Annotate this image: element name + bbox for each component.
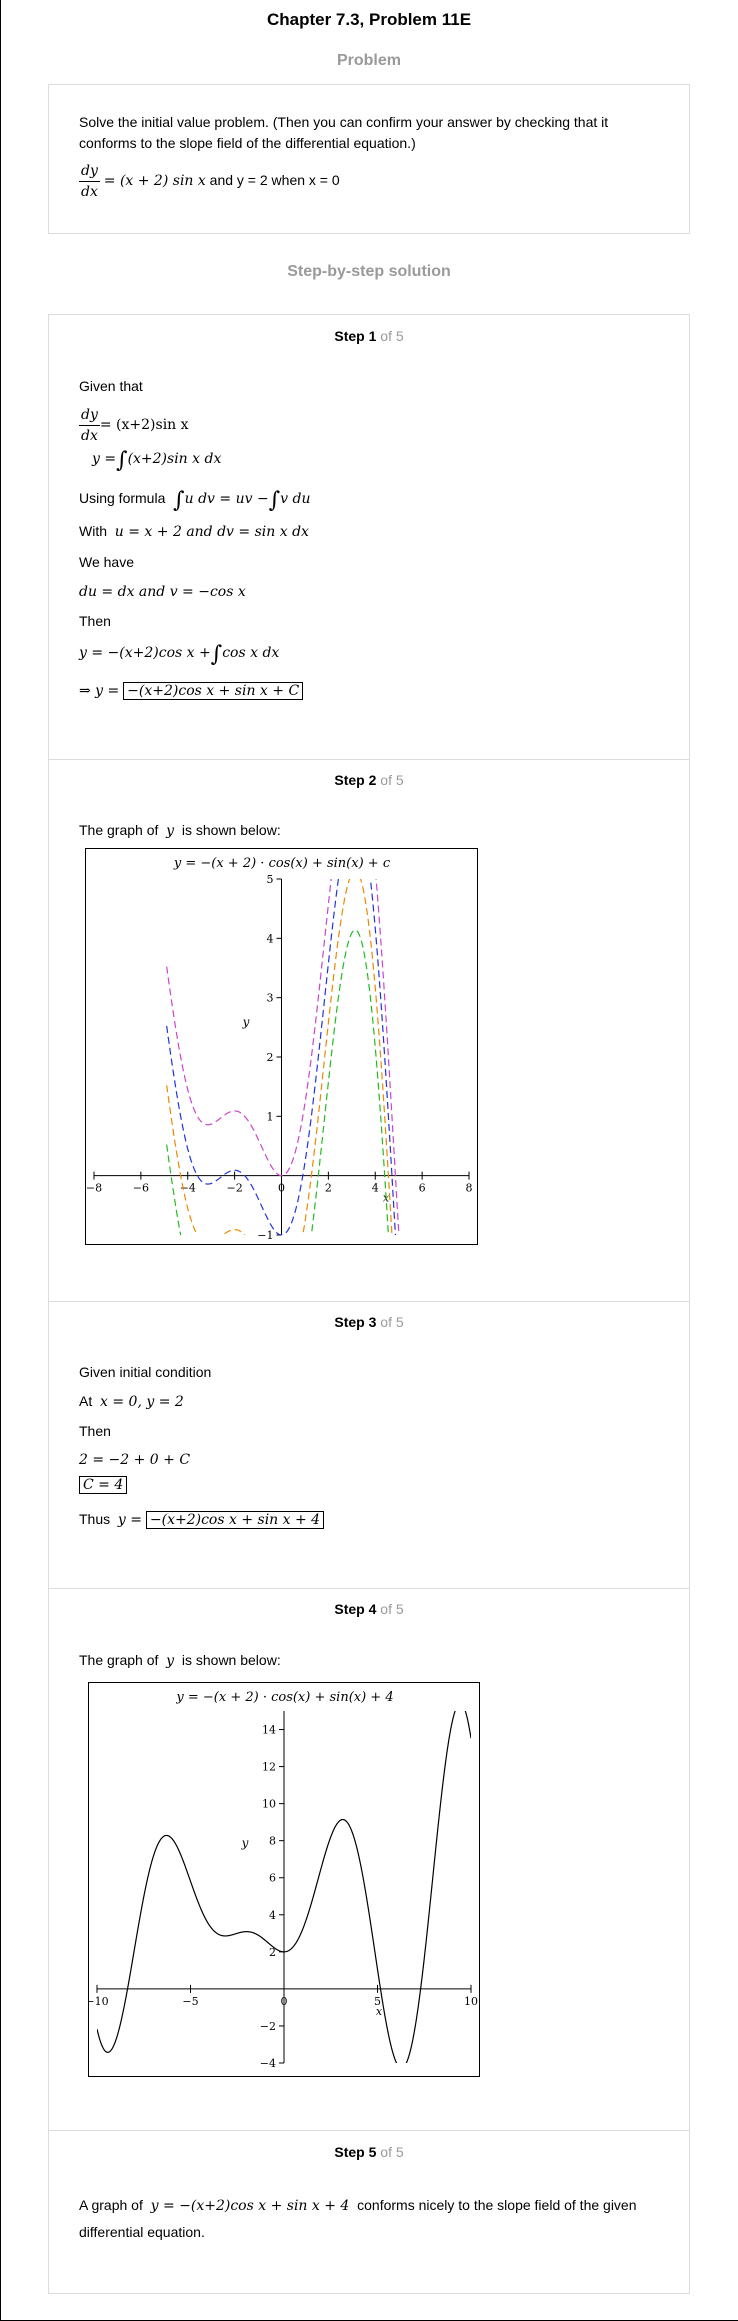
- step3-result-box: −(x+2)cos x + sin x + 4: [145, 1511, 325, 1529]
- step1-then: Then: [79, 613, 111, 629]
- solution-heading: Step-by-step solution: [287, 263, 451, 280]
- page-border-left: [0, 0, 1, 2321]
- step1-result-box: −(x+2)cos x + sin x + C: [123, 682, 304, 700]
- y-tick-label: 12: [262, 1761, 276, 1774]
- y-tick-label: 3: [267, 992, 274, 1005]
- problem-equation: dy dx = (x + 2) sin x and y = 2 when x = …: [79, 161, 340, 202]
- step1-with: With u = x + 2 and dv = sin x dx: [79, 523, 309, 540]
- y-tick-label: 2: [267, 1051, 274, 1064]
- x-tick-label: 10: [464, 1995, 478, 2008]
- step1-we-have: We have: [79, 554, 134, 570]
- x-tick-label: −8: [86, 1182, 102, 1195]
- step3-header: Step 3 of 5: [334, 1314, 404, 1330]
- step1-then-math: y = −(x+2)cos x +∫cos x dx: [79, 642, 280, 667]
- problem-heading: Problem: [336, 52, 401, 69]
- series-line: [166, 929, 390, 1235]
- y-tick-label: 4: [267, 932, 274, 945]
- y-tick-label: −4: [260, 2057, 276, 2070]
- x-tick-label: −4: [180, 1182, 196, 1195]
- y-tick-label: 6: [269, 1872, 276, 1885]
- series-line: [166, 879, 393, 1235]
- step2-graph: y = −(x + 2) · cos(x) + sin(x) + c −8 −6 −4…: [86, 856, 473, 1242]
- y-tick-label: 4: [269, 1909, 276, 1922]
- step2-graph-frame: y = −(x + 2) · cos(x) + sin(x) + c −8 −6 −4…: [85, 848, 478, 1245]
- x-tick-label: 4: [372, 1182, 379, 1195]
- eq-rhs: = (x + 2) sin x: [103, 173, 206, 190]
- y-tick-label: 14: [262, 1724, 276, 1737]
- problem-statement: Solve the initial value problem. (Then y…: [79, 114, 609, 151]
- step1-formula: Using formula ∫u dv = uv −∫v du: [79, 488, 311, 513]
- step3-thus: Thus y = −(x+2)cos x + sin x + 4: [79, 1509, 325, 1530]
- y-tick-label: 5: [267, 873, 274, 886]
- page-title: Chapter 7.3, Problem 11E: [266, 10, 472, 29]
- step1-integral: y =∫(x+2)sin x dx: [92, 448, 222, 473]
- x-tick-label: 0: [281, 1995, 288, 2008]
- step-divider: [48, 1588, 690, 1589]
- x-tick-label: −2: [227, 1182, 243, 1195]
- y-tick-label: 2: [269, 1946, 276, 1959]
- chart-title: y = −(x + 2) · cos(x) + sin(x) + c: [173, 856, 391, 871]
- y-tick-label: 10: [262, 1798, 276, 1811]
- series-line: [97, 1711, 471, 2063]
- x-tick-label: −5: [182, 1995, 198, 2008]
- y-tick-label: 8: [269, 1835, 276, 1848]
- step3-eq: 2 = −2 + 0 + C: [79, 1452, 191, 1468]
- x-tick-label: 5: [374, 1995, 381, 2008]
- step3-c-value: C = 4: [79, 1474, 128, 1495]
- chart-title: y = −(x + 2) · cos(x) + sin(x) + 4: [175, 1690, 393, 1705]
- step5-text: A graph of y = −(x+2)cos x + sin x + 4 c…: [79, 2197, 637, 2240]
- step-divider: [48, 759, 690, 760]
- step-divider: [48, 1301, 690, 1302]
- step1-ode: dy dx = (x+2)sin x: [79, 407, 189, 444]
- x-axis-label: x: [376, 2005, 383, 2018]
- y-tick-label: 1: [267, 1110, 274, 1123]
- step3-at: At x = 0, y = 2: [79, 1393, 184, 1410]
- x-tick-label: 0: [278, 1182, 285, 1195]
- series-line: [166, 879, 397, 1235]
- step3-given: Given initial condition: [79, 1364, 212, 1380]
- step1-have-math: du = dx and v = −cos x: [79, 584, 246, 600]
- y-tick-label: −1: [257, 1229, 273, 1242]
- x-tick-label: 8: [466, 1182, 473, 1195]
- step5-header: Step 5 of 5: [334, 2144, 404, 2160]
- x-tick-label: −6: [133, 1182, 149, 1195]
- y-tick-label: −2: [260, 2020, 276, 2033]
- step-divider: [48, 2130, 690, 2131]
- problem-card: [48, 84, 690, 234]
- eq-denominator: dx: [81, 184, 98, 200]
- series-line: [166, 879, 400, 1235]
- step3-then: Then: [79, 1423, 111, 1439]
- step2-header: Step 2 of 5: [334, 772, 404, 788]
- eq-condition: and y = 2 when x = 0: [209, 172, 340, 189]
- y-axis-label: y: [242, 1015, 250, 1029]
- x-tick-label: 6: [419, 1182, 426, 1195]
- step1-result: ⇒ y = −(x+2)cos x + sin x + C: [79, 680, 304, 701]
- eq-numerator: dy: [79, 161, 100, 182]
- step2-intro: The graph of y is shown below:: [79, 822, 281, 839]
- step4-graph-frame: y = −(x + 2) · cos(x) + sin(x) + 4 −10 −5 0…: [85, 1682, 480, 2077]
- step4-header: Step 4 of 5: [334, 1601, 404, 1617]
- step4-intro: The graph of y is shown below:: [79, 1652, 281, 1669]
- step1-header: Step 1 of 5: [334, 328, 404, 344]
- x-tick-label: −10: [89, 1995, 109, 2008]
- step1-given: Given that: [79, 378, 143, 394]
- y-axis-label: y: [241, 1836, 249, 1850]
- x-tick-label: 2: [325, 1182, 332, 1195]
- step4-graph: y = −(x + 2) · cos(x) + sin(x) + 4 −10 −5 0…: [85, 1690, 478, 2070]
